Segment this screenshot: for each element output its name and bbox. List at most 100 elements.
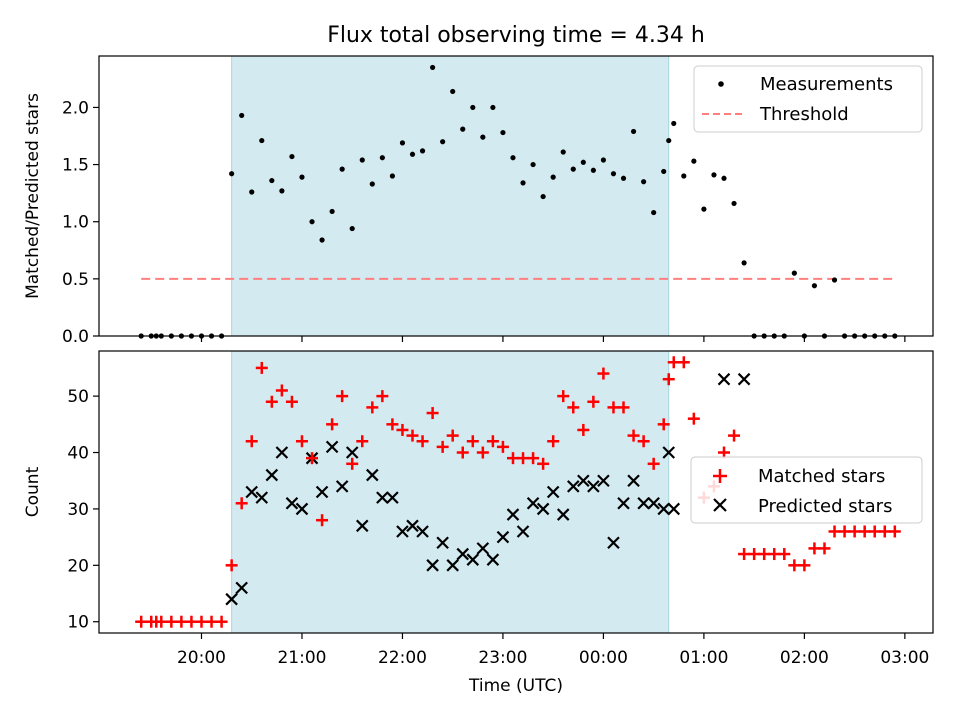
matched-star-point	[416, 435, 429, 448]
predicted-star-stroke	[285, 497, 299, 510]
bottom-legend-box	[690, 456, 923, 524]
matched-star-point	[486, 435, 499, 448]
predicted-star-stroke	[526, 497, 540, 510]
measurement-point	[651, 209, 657, 216]
top-y-tick-label: 2.0	[62, 98, 89, 118]
predicted-star-stroke	[516, 525, 530, 538]
matched-star-point	[662, 373, 675, 386]
measurement-point	[289, 153, 295, 160]
matched-star-point	[135, 615, 148, 628]
predicted-star-stroke	[295, 502, 309, 516]
legend-threshold-label: Threshold	[759, 104, 849, 125]
predicted-star-point	[597, 474, 610, 487]
matched-star-point	[738, 548, 751, 561]
predicted-star-point	[627, 474, 640, 487]
matched-star-point	[748, 548, 761, 561]
matched-star-point	[476, 446, 489, 459]
measurement-point	[791, 270, 797, 276]
legend-predicted-marker	[713, 498, 727, 512]
predicted-star-stroke	[556, 508, 570, 521]
measurement-point	[520, 180, 526, 186]
predicted-star-point	[516, 525, 530, 538]
predicted-star-stroke	[466, 553, 480, 566]
matched-star-point	[456, 446, 469, 459]
matched-star-point	[225, 559, 238, 572]
predicted-star-point	[436, 536, 449, 550]
matched-star-point	[818, 542, 831, 555]
predicted-star-stroke	[662, 446, 676, 459]
measurement-point	[570, 166, 576, 172]
matched-star-point	[778, 548, 791, 561]
matched-star-point	[537, 457, 550, 470]
matched-star-point	[346, 457, 359, 470]
predicted-star-point	[577, 474, 590, 487]
bot-y-tick-label: 40	[67, 444, 89, 464]
predicted-star-stroke	[486, 553, 500, 566]
matched-star-point	[758, 548, 771, 561]
predicted-star-point	[546, 485, 560, 499]
predicted-star-stroke	[436, 536, 449, 550]
bottom-y-axis-label: Count	[23, 466, 43, 517]
matched-star-point	[245, 435, 258, 448]
chart-title: Flux total observing time = 4.34 h	[327, 23, 705, 48]
matched-star-point	[235, 497, 248, 510]
predicted-star-point	[396, 525, 409, 538]
matched-star-point	[185, 615, 198, 628]
legend-measurements-label: Measurements	[760, 74, 893, 95]
predicted-star-point	[366, 468, 379, 482]
predicted-star-point	[345, 446, 359, 459]
predicted-star-stroke	[446, 559, 459, 572]
predicted-star-point	[355, 519, 369, 533]
matched-star-point	[426, 407, 439, 420]
matched-star-point	[888, 525, 901, 538]
matched-star-point	[155, 615, 168, 628]
matched-star-point	[215, 615, 228, 628]
measurement-point	[299, 174, 305, 180]
predicted-star-stroke	[546, 485, 560, 499]
x-tick-label: 03:00	[880, 648, 929, 668]
measurement-point	[711, 172, 717, 178]
predicted-star-point	[466, 553, 480, 566]
measurement-point	[259, 137, 265, 144]
measurement-point	[580, 159, 586, 165]
x-axis: 20:00 21:00 22:00 23:00 00:00 01:00 02:00 03:00	[177, 648, 929, 668]
predicted-star-stroke	[225, 592, 238, 606]
top-y-tick-label: 0.0	[62, 327, 89, 347]
predicted-star-stroke	[456, 547, 470, 561]
measurement-point	[691, 158, 697, 164]
measurement-point	[460, 126, 466, 132]
predicted-star-stroke	[667, 502, 681, 516]
measurement-point	[681, 173, 687, 179]
predicted-star-point	[486, 553, 500, 566]
measurement-point	[399, 140, 406, 146]
measurement-point	[721, 175, 727, 181]
matched-star-point	[597, 367, 610, 380]
predicted-star-point	[406, 519, 419, 533]
measurement-point	[229, 171, 235, 177]
predicted-star-point	[476, 542, 490, 555]
measurement-point	[540, 193, 546, 200]
measurement-point	[701, 206, 707, 212]
predicted-star-stroke	[577, 474, 590, 487]
predicted-star-point	[496, 530, 510, 544]
matched-star-point	[577, 423, 590, 436]
predicted-star-stroke	[376, 491, 389, 504]
matched-star-point	[617, 401, 630, 414]
predicted-star-point	[456, 547, 470, 561]
matched-star-point	[868, 525, 881, 538]
predicted-star-point	[335, 480, 349, 493]
predicted-star-stroke	[506, 508, 520, 521]
measurement-point	[249, 189, 255, 195]
predicted-star-stroke	[717, 372, 731, 386]
matched-star-point	[446, 429, 459, 442]
predicted-star-point	[556, 508, 570, 521]
matched-star-point	[788, 559, 801, 572]
top-legend: Measurements Threshold	[693, 65, 923, 133]
predicted-star-stroke	[315, 485, 329, 499]
predicted-star-stroke	[366, 468, 379, 482]
predicted-star-point	[667, 502, 681, 516]
matched-star-point	[808, 542, 821, 555]
matched-star-point	[195, 615, 208, 628]
measurement-point	[610, 171, 617, 177]
